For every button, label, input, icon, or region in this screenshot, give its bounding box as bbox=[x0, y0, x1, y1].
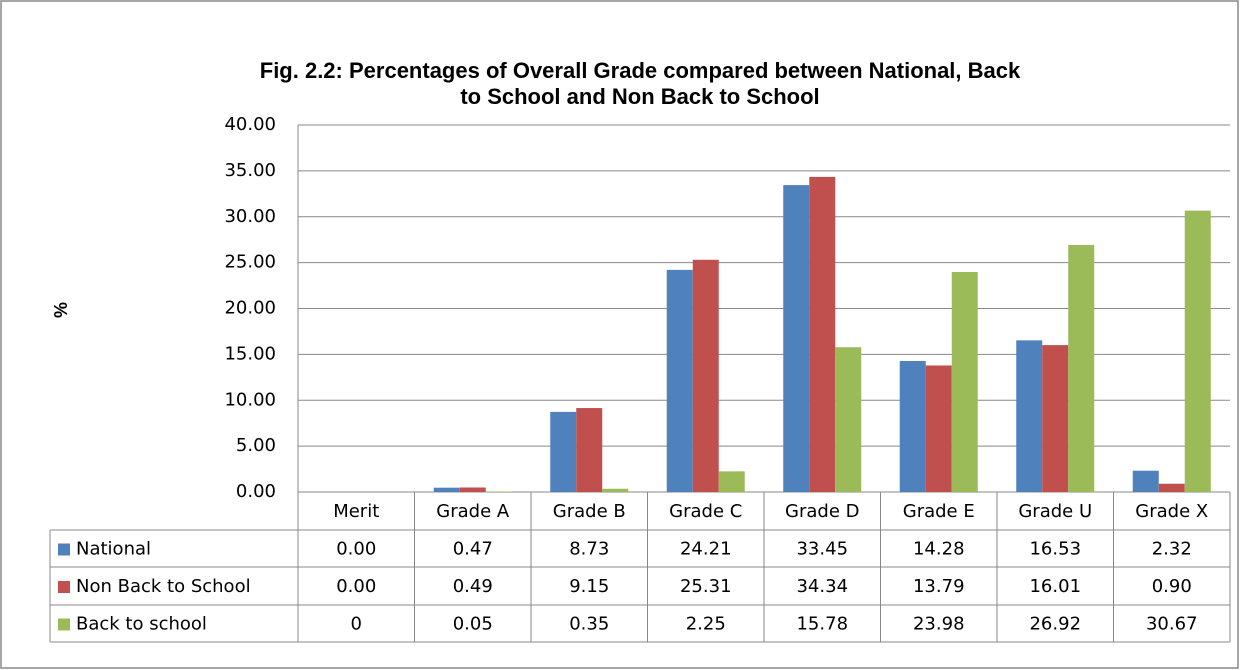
legend-swatch bbox=[58, 543, 70, 556]
legend-label: Non Back to School bbox=[76, 576, 251, 597]
y-tick-label: 30.00 bbox=[224, 206, 276, 227]
x-tick-label: Grade U bbox=[1018, 501, 1092, 522]
table-value: 25.31 bbox=[680, 576, 732, 597]
y-tick-label: 20.00 bbox=[224, 298, 276, 319]
table-value: 14.28 bbox=[913, 539, 965, 560]
table-value: 0.05 bbox=[453, 614, 493, 635]
x-tick-label: Grade D bbox=[785, 501, 859, 522]
bar bbox=[1184, 210, 1211, 492]
bar bbox=[1158, 483, 1185, 492]
x-tick-label: Grade C bbox=[669, 501, 742, 522]
x-tick-label: Grade X bbox=[1135, 501, 1208, 522]
bar bbox=[835, 347, 862, 492]
table-value: 16.53 bbox=[1029, 539, 1081, 560]
bar bbox=[1016, 340, 1043, 492]
x-tick-label: Grade B bbox=[553, 501, 626, 522]
bar bbox=[576, 408, 603, 492]
bar bbox=[1132, 470, 1159, 492]
legend-swatch bbox=[58, 618, 70, 631]
bar bbox=[1068, 245, 1095, 492]
bar bbox=[925, 365, 952, 492]
y-tick-label: 10.00 bbox=[224, 389, 276, 410]
x-tick-label: Grade E bbox=[903, 501, 975, 522]
x-tick-label: Merit bbox=[333, 501, 379, 522]
legend-label: National bbox=[76, 539, 151, 560]
bar bbox=[783, 185, 810, 492]
y-tick-label: 40.00 bbox=[224, 114, 276, 135]
table-value: 0.00 bbox=[336, 576, 376, 597]
table-value: 34.34 bbox=[796, 576, 848, 597]
table-value: 16.01 bbox=[1029, 576, 1081, 597]
bar bbox=[718, 471, 745, 492]
table-value: 2.25 bbox=[686, 614, 726, 635]
table-value: 0 bbox=[351, 614, 362, 635]
table-value: 23.98 bbox=[913, 614, 965, 635]
bar bbox=[433, 487, 460, 492]
bar bbox=[899, 360, 926, 492]
table-value: 2.32 bbox=[1152, 539, 1192, 560]
table-value: 0.90 bbox=[1152, 576, 1192, 597]
y-tick-label: 15.00 bbox=[224, 343, 276, 364]
y-axis-label: % bbox=[51, 302, 71, 318]
table-value: 33.45 bbox=[796, 539, 848, 560]
y-tick-label: 5.00 bbox=[236, 435, 276, 456]
bar bbox=[809, 176, 836, 493]
table-value: 0.49 bbox=[453, 576, 493, 597]
bar bbox=[550, 411, 577, 492]
table-value: 15.78 bbox=[796, 614, 848, 635]
table-value: 8.73 bbox=[569, 539, 609, 560]
table-value: 0.00 bbox=[336, 539, 376, 560]
y-tick-label: 35.00 bbox=[224, 160, 276, 181]
table-value: 13.79 bbox=[913, 576, 965, 597]
bar bbox=[692, 259, 719, 492]
y-tick-label: 0.00 bbox=[236, 481, 276, 502]
bar bbox=[666, 269, 693, 492]
chart-title: Fig. 2.2: Percentages of Overall Grade c… bbox=[259, 58, 1021, 109]
table-value: 0.35 bbox=[569, 614, 609, 635]
table-value: 30.67 bbox=[1146, 614, 1198, 635]
legend-label: Back to school bbox=[76, 614, 207, 635]
bar bbox=[602, 488, 629, 492]
table-value: 24.21 bbox=[680, 539, 732, 560]
table-value: 0.47 bbox=[453, 539, 493, 560]
table-value: 26.92 bbox=[1029, 614, 1081, 635]
y-tick-label: 25.00 bbox=[224, 252, 276, 273]
bar bbox=[459, 487, 486, 492]
bar bbox=[951, 271, 978, 492]
legend-swatch bbox=[58, 581, 70, 593]
bar bbox=[1042, 345, 1069, 492]
x-tick-label: Grade A bbox=[436, 501, 510, 522]
table-value: 9.15 bbox=[569, 576, 609, 597]
